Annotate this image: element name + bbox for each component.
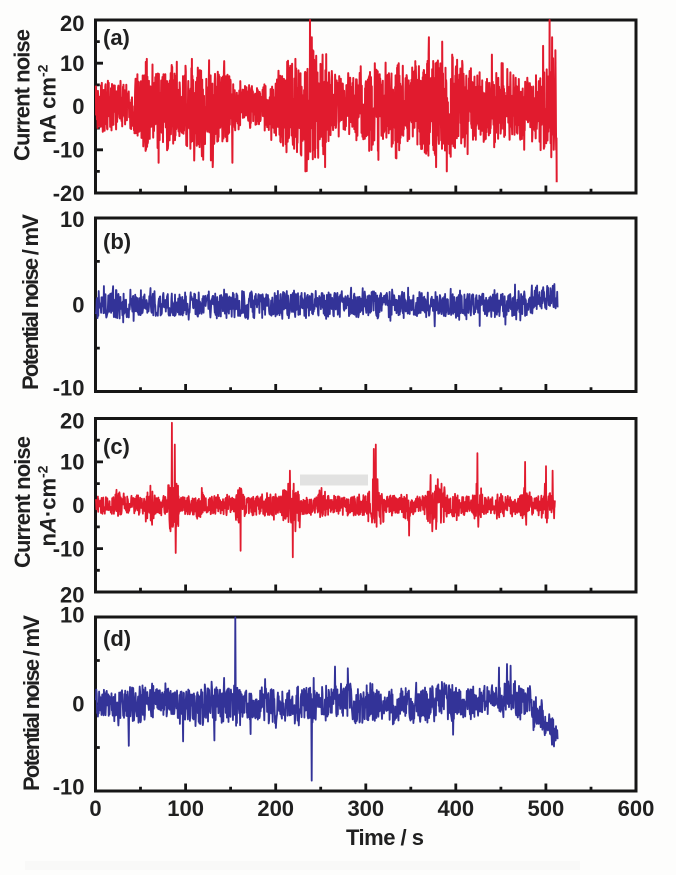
- svg-text:Current noise: Current noise: [10, 29, 35, 161]
- svg-text:300: 300: [347, 796, 384, 821]
- svg-text:10: 10: [60, 51, 84, 76]
- svg-text:(b): (b): [103, 229, 131, 254]
- svg-text:nA·cm-2: nA·cm-2: [35, 465, 61, 546]
- svg-text:400: 400: [437, 796, 474, 821]
- svg-text:10: 10: [60, 450, 84, 475]
- svg-text:nA cm-2: nA cm-2: [35, 64, 61, 143]
- svg-text:Potential noise / mV: Potential noise / mV: [19, 615, 44, 791]
- svg-text:200: 200: [257, 796, 294, 821]
- svg-text:-10: -10: [53, 775, 85, 800]
- svg-text:500: 500: [528, 796, 565, 821]
- svg-text:600: 600: [618, 796, 655, 821]
- svg-text:0: 0: [72, 94, 84, 119]
- svg-text:10: 10: [60, 603, 84, 628]
- svg-text:10: 10: [60, 207, 84, 232]
- svg-text:-10: -10: [53, 376, 85, 401]
- svg-text:-20: -20: [53, 181, 85, 206]
- svg-text:0: 0: [89, 796, 101, 821]
- svg-text:-10: -10: [53, 536, 85, 561]
- svg-text:(d): (d): [103, 626, 131, 651]
- svg-text:(c): (c): [103, 434, 130, 459]
- svg-text:0: 0: [72, 292, 84, 317]
- svg-text:20: 20: [60, 583, 84, 608]
- svg-text:20: 20: [60, 11, 84, 36]
- svg-text:Current noise: Current noise: [10, 436, 35, 568]
- svg-text:20: 20: [60, 409, 84, 434]
- svg-text:0: 0: [72, 692, 84, 717]
- svg-text:-10: -10: [53, 137, 85, 162]
- svg-text:(a): (a): [103, 25, 130, 50]
- svg-text:Potential noise / mV: Potential noise / mV: [18, 214, 43, 390]
- svg-text:Time / s: Time / s: [346, 825, 424, 850]
- svg-text:0: 0: [72, 493, 84, 518]
- svg-text:100: 100: [167, 796, 204, 821]
